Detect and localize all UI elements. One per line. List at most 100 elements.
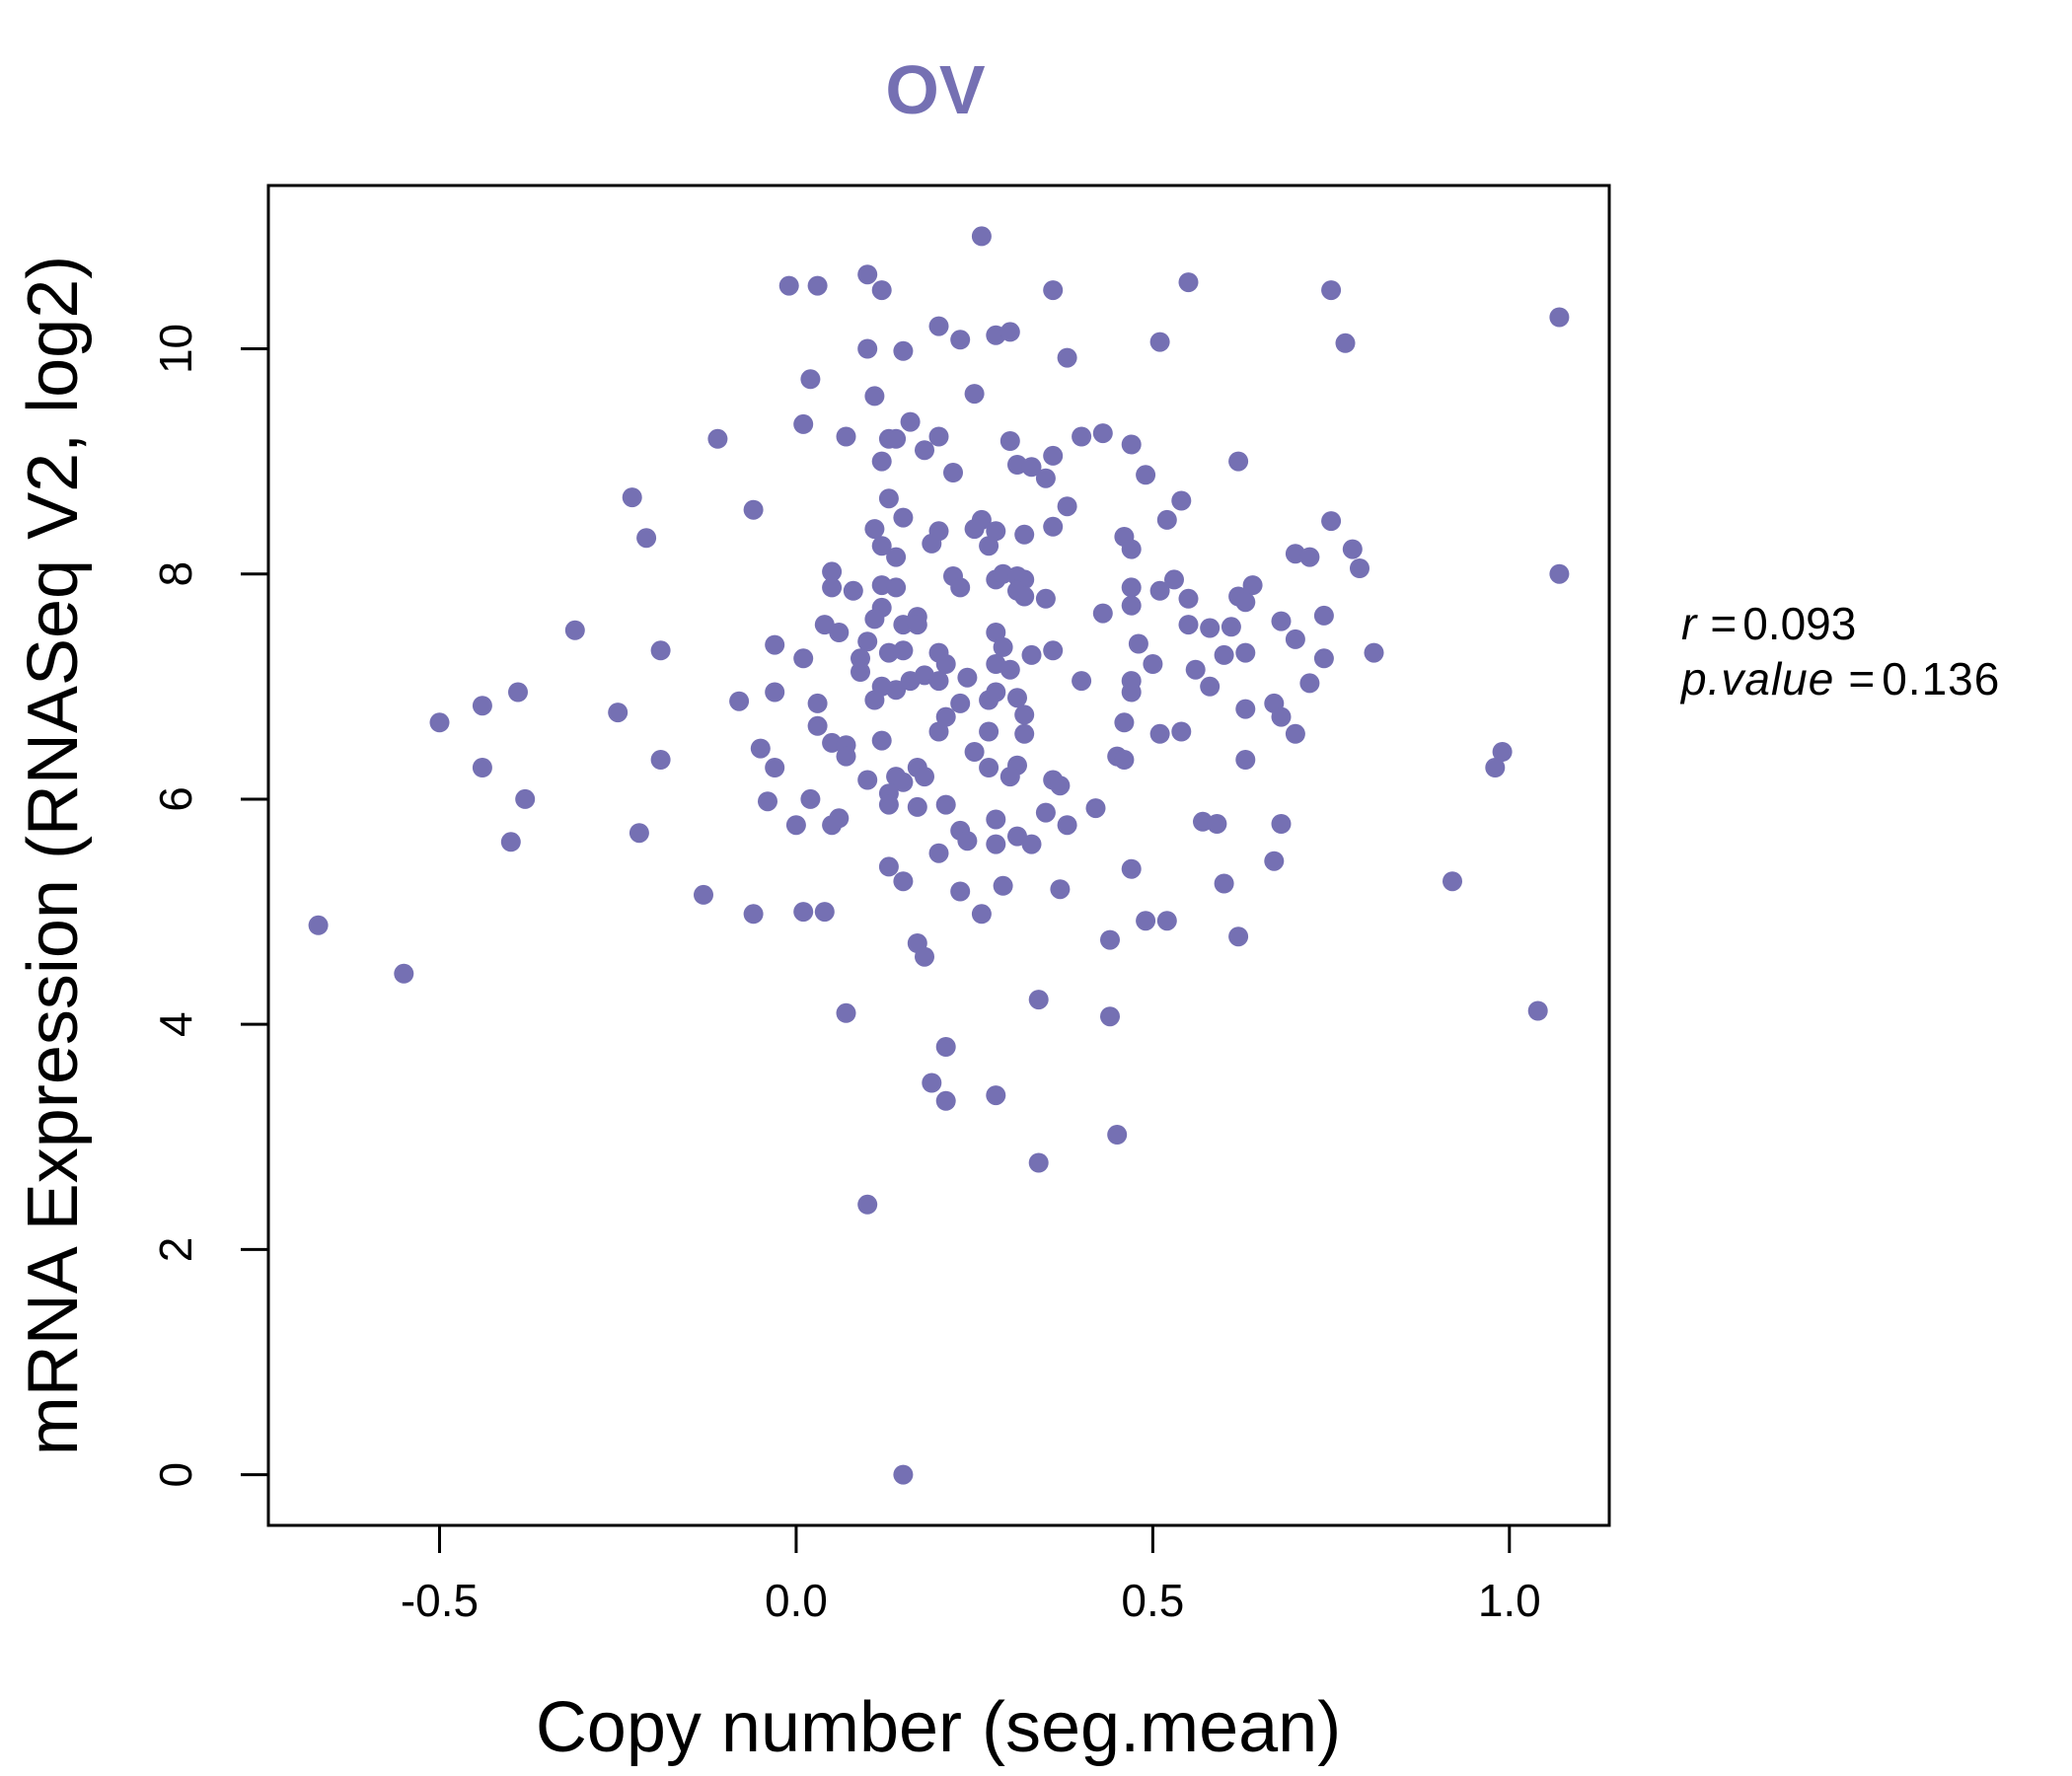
data-point <box>1050 776 1071 796</box>
data-point <box>515 788 536 809</box>
data-point <box>729 691 750 711</box>
data-point <box>1136 465 1156 485</box>
data-point <box>979 536 999 556</box>
data-point <box>1121 539 1142 559</box>
data-point <box>1035 468 1056 488</box>
data-point <box>564 620 585 640</box>
x-axis-label: Copy number (seg.mean) <box>536 1688 1341 1767</box>
data-point <box>851 662 870 682</box>
data-point <box>1136 911 1156 931</box>
p-stat: p.value = 0.136 <box>1679 653 2000 704</box>
data-point <box>950 693 971 713</box>
data-point <box>1443 871 1462 892</box>
data-point <box>1228 926 1249 947</box>
data-point <box>993 875 1013 896</box>
data-point <box>979 758 999 777</box>
data-point <box>1085 798 1106 819</box>
data-point <box>807 693 828 713</box>
data-point <box>878 794 899 815</box>
data-point <box>472 696 492 716</box>
y-tick-label: 10 <box>150 324 201 374</box>
data-point <box>1207 814 1227 834</box>
data-point <box>1185 659 1206 680</box>
data-point <box>1035 588 1056 609</box>
data-point <box>1335 333 1356 353</box>
data-point <box>886 428 907 449</box>
data-point <box>1549 563 1570 584</box>
data-point <box>999 767 1020 787</box>
data-point <box>986 809 1006 830</box>
data-point <box>608 703 629 723</box>
data-point <box>1100 1006 1120 1027</box>
data-point <box>878 488 899 509</box>
data-point <box>508 682 528 703</box>
data-point <box>1527 1000 1548 1021</box>
data-point <box>1235 750 1256 770</box>
data-point <box>1100 929 1120 950</box>
data-point <box>1350 558 1369 578</box>
data-point <box>864 519 885 540</box>
data-point <box>1171 721 1192 742</box>
r-value: 0.093 <box>1742 598 1856 649</box>
x-tick-label: 1.0 <box>1478 1575 1541 1626</box>
data-point <box>1285 723 1305 744</box>
data-point <box>957 667 978 688</box>
data-point <box>1321 511 1342 532</box>
data-point <box>1492 742 1513 762</box>
data-point <box>900 411 921 432</box>
data-point <box>971 226 992 247</box>
data-point <box>1121 858 1142 879</box>
data-point <box>915 440 934 461</box>
data-point <box>907 615 927 635</box>
data-point <box>1228 451 1249 472</box>
data-point <box>1014 723 1035 744</box>
data-point <box>950 577 971 598</box>
data-point <box>999 431 1020 451</box>
data-point <box>1156 509 1177 530</box>
data-point <box>1072 671 1092 692</box>
data-point <box>650 750 671 770</box>
data-point <box>807 275 828 296</box>
data-point <box>629 823 649 844</box>
data-point <box>807 715 828 736</box>
data-point <box>822 561 843 582</box>
data-point <box>1549 307 1570 328</box>
data-point <box>758 791 777 812</box>
data-point <box>935 1090 956 1111</box>
data-point <box>851 648 870 669</box>
data-point <box>886 577 907 598</box>
data-point <box>1057 347 1077 368</box>
data-point <box>1121 577 1142 598</box>
data-point <box>950 881 971 902</box>
data-point <box>1164 569 1184 590</box>
data-point <box>1014 704 1035 725</box>
data-point <box>893 871 914 892</box>
r-stat: r = 0.093 <box>1681 598 1856 649</box>
data-point <box>1014 586 1035 607</box>
x-tick-label: -0.5 <box>401 1575 479 1626</box>
p-symbol: p.value <box>1679 653 1834 704</box>
data-point <box>999 659 1020 680</box>
r-symbol: r <box>1681 598 1698 649</box>
data-point <box>928 671 949 692</box>
data-point <box>836 1002 856 1023</box>
data-point <box>829 808 850 829</box>
data-point <box>1149 723 1170 744</box>
data-point <box>1156 911 1177 931</box>
data-point <box>1200 676 1221 697</box>
data-point <box>864 386 885 407</box>
data-point <box>1072 426 1092 447</box>
data-point <box>1178 615 1199 635</box>
y-tick-label: 2 <box>150 1237 201 1263</box>
data-point <box>1092 423 1113 444</box>
data-point <box>935 1037 956 1057</box>
data-point <box>964 519 985 540</box>
data-point <box>308 915 329 935</box>
data-point <box>928 721 949 742</box>
y-tick-label: 4 <box>150 1011 201 1037</box>
data-point <box>1313 605 1334 626</box>
y-axis: 0 2 4 6 8 10 <box>150 324 270 1487</box>
data-point <box>785 815 806 836</box>
data-point <box>829 623 850 642</box>
